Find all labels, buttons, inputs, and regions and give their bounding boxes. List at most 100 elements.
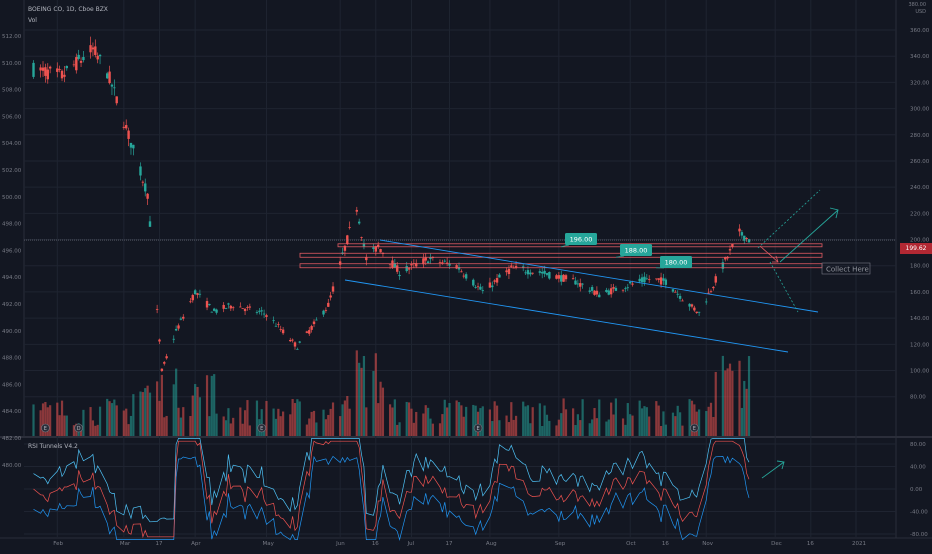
candle-body <box>42 68 44 71</box>
time-axis-tick: Sep <box>555 541 566 547</box>
candle-body <box>127 131 129 139</box>
volume-bar <box>325 419 327 436</box>
candle-body <box>696 312 698 313</box>
earnings-marker: E <box>258 424 266 432</box>
candle-body <box>39 67 41 70</box>
rsi-axis-tick: 0.00 <box>910 487 923 493</box>
time-axis-tick: 16 <box>662 541 669 547</box>
candle-body <box>329 295 331 297</box>
candle-body <box>142 182 144 183</box>
volume-bar <box>61 401 63 436</box>
candle-body <box>77 55 79 59</box>
volume-bar <box>439 423 441 436</box>
candle-body <box>211 312 213 313</box>
earnings-marker-letter: D <box>77 426 81 432</box>
volume-bar <box>612 415 614 436</box>
symbol-title[interactable]: BOEING CO, 1D, Cboe BZX <box>28 4 108 15</box>
volume-bar <box>346 396 348 436</box>
right-axis-tick: 360.00 <box>910 28 930 34</box>
candle-body <box>691 304 693 306</box>
price-line-label: 188.00 <box>616 244 652 257</box>
candle-body <box>189 301 191 302</box>
volume-bar <box>192 396 194 436</box>
volume-bar <box>156 381 158 436</box>
volume-bar <box>377 403 379 436</box>
volume-bar <box>596 418 598 436</box>
volume-bar <box>413 423 415 436</box>
volume-bar <box>144 388 146 436</box>
candle-body <box>629 282 631 283</box>
candle-body <box>258 311 260 312</box>
volume-bar <box>296 399 298 436</box>
volume-bar <box>330 409 332 436</box>
volume-bar <box>446 407 448 436</box>
volume-bar <box>658 406 660 436</box>
volume-bar <box>196 387 198 436</box>
volume-bar <box>89 407 91 436</box>
volume-bar <box>208 416 210 436</box>
volume-bar <box>491 421 493 436</box>
candle-body <box>605 290 607 292</box>
candle-body <box>196 293 198 295</box>
volume-bar <box>432 424 434 436</box>
volume-bar <box>546 415 548 436</box>
volume-bar <box>610 403 612 436</box>
volume-bar <box>213 374 215 436</box>
volume-bar <box>508 422 510 436</box>
candle-body <box>589 290 591 291</box>
volume-bar <box>743 381 745 436</box>
candle-body <box>532 273 534 274</box>
volume-bar <box>472 405 474 436</box>
volume-bar <box>127 424 129 436</box>
candle-body <box>213 309 215 311</box>
volume-bar <box>59 415 61 436</box>
volume-bar <box>489 409 491 436</box>
candle-body <box>562 275 564 282</box>
volume-bar <box>558 420 560 436</box>
candle-body <box>296 349 298 350</box>
candle-body <box>339 261 341 264</box>
volume-bar <box>679 412 681 436</box>
candle-body <box>106 73 108 78</box>
candle-body <box>724 257 726 259</box>
volume-bar <box>715 372 717 436</box>
volume-bar <box>232 418 234 436</box>
volume-bar <box>265 401 267 436</box>
candle-body <box>310 326 312 330</box>
candle-body <box>638 279 640 282</box>
volume-bar <box>275 419 277 436</box>
candle-body <box>505 270 507 272</box>
volume-bar <box>708 407 710 436</box>
candle-body <box>408 268 410 269</box>
candle-body <box>707 293 709 294</box>
candle-body <box>439 262 441 263</box>
candle-body <box>256 312 258 313</box>
candle-body <box>161 369 163 371</box>
volume-bar <box>441 414 443 436</box>
volume-bar <box>543 405 545 436</box>
volume-bar <box>448 403 450 436</box>
time-axis-tick: 16 <box>372 541 379 547</box>
volume-bar <box>515 416 517 436</box>
candle-body <box>92 48 94 50</box>
candle-body <box>294 342 296 346</box>
candle-body <box>306 331 308 332</box>
candle <box>548 271 550 279</box>
volume-bar <box>215 414 217 436</box>
candle-body <box>745 238 747 239</box>
volume-bar <box>211 376 213 436</box>
candle-body <box>372 247 374 249</box>
candle-body <box>560 275 562 281</box>
volume-bar <box>505 416 507 436</box>
candle-body <box>47 70 49 80</box>
candle-body <box>263 314 265 315</box>
candle-body <box>631 284 633 285</box>
candle-body <box>581 284 583 285</box>
volume-bar <box>510 402 512 436</box>
candle-body <box>194 290 196 294</box>
candle-body <box>677 294 679 295</box>
volume-bar <box>40 410 42 436</box>
rsi-legend[interactable]: RSI Tunnels V4.2 <box>28 443 78 450</box>
